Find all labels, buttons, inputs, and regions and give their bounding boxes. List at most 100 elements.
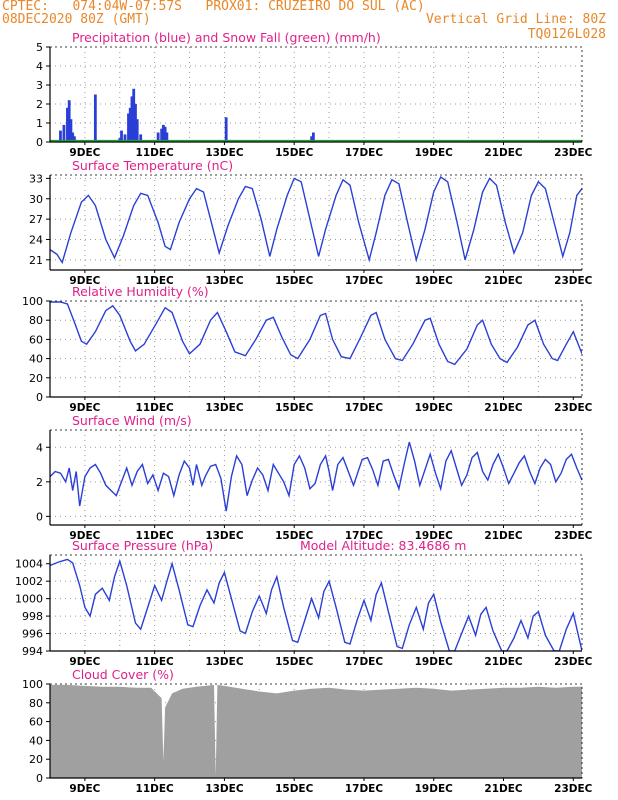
x-tick-label: 21DEC xyxy=(484,402,523,414)
x-tick-label: 19DEC xyxy=(415,147,454,159)
y-tick-label: 996 xyxy=(22,628,43,641)
y-tick-label: 2 xyxy=(36,98,43,111)
x-tick-label: 15DEC xyxy=(275,147,314,159)
precip-bar xyxy=(161,124,165,142)
x-tick-label: 11DEC xyxy=(136,783,175,795)
y-tick-label: 1 xyxy=(36,117,43,130)
station-line: CPTEC: 074:04W-07:57S PROX01: CRUZEIRO D… xyxy=(2,0,425,14)
precip-bar xyxy=(93,94,97,142)
y-tick-label: 3 xyxy=(36,79,43,92)
y-tick-label: 1004 xyxy=(15,558,43,571)
y-tick-label: 40 xyxy=(29,734,43,747)
y-tick-label: 21 xyxy=(29,254,43,267)
precip-bar xyxy=(165,132,169,142)
x-tick-label: 11DEC xyxy=(136,402,175,414)
precip-bar xyxy=(73,136,76,142)
x-tick-label: 21DEC xyxy=(484,147,523,159)
precip-bar xyxy=(156,132,160,142)
x-tick-label: 9DEC xyxy=(69,783,100,795)
y-tick-label: 27 xyxy=(29,213,43,226)
y-tick-label: 80 xyxy=(29,314,43,327)
x-tick-label: 11DEC xyxy=(136,530,175,542)
x-tick-label: 15DEC xyxy=(275,783,314,795)
y-tick-label: 1000 xyxy=(15,593,43,606)
y-tick-label: 0 xyxy=(36,136,43,149)
x-tick-label: 23DEC xyxy=(554,275,593,287)
y-tick-label: 20 xyxy=(29,753,43,766)
plot-frame xyxy=(49,429,583,526)
series-line xyxy=(50,558,582,651)
y-tick-label: 20 xyxy=(29,372,43,385)
y-tick-label: 994 xyxy=(22,645,43,658)
x-tick-label: 9DEC xyxy=(69,656,100,668)
plot-frame xyxy=(49,300,583,398)
y-tick-label: 100 xyxy=(22,678,43,691)
x-tick-label: 19DEC xyxy=(415,275,454,287)
series-line xyxy=(50,175,582,265)
x-tick-label: 13DEC xyxy=(205,147,244,159)
x-tick-label: 21DEC xyxy=(484,783,523,795)
y-tick-label: 60 xyxy=(29,716,43,729)
precip-bar xyxy=(311,132,315,142)
precip-bar xyxy=(62,124,66,142)
y-tick-label: 1002 xyxy=(15,575,43,588)
x-tick-label: 17DEC xyxy=(345,147,384,159)
precip-bar xyxy=(127,113,130,142)
x-tick-label: 15DEC xyxy=(275,275,314,287)
x-tick-label: 13DEC xyxy=(205,783,244,795)
x-tick-label: 11DEC xyxy=(136,656,175,668)
precip-bar xyxy=(163,126,167,142)
x-tick-label: 17DEC xyxy=(345,275,384,287)
precip-bar xyxy=(69,119,73,142)
x-tick-label: 11DEC xyxy=(136,275,175,287)
x-tick-label: 19DEC xyxy=(415,783,454,795)
precip-bar xyxy=(59,130,62,142)
x-tick-label: 15DEC xyxy=(275,402,314,414)
precip-bar xyxy=(123,134,127,142)
x-tick-label: 19DEC xyxy=(415,530,454,542)
x-tick-label: 13DEC xyxy=(205,656,244,668)
y-tick-label: 0 xyxy=(36,510,43,523)
y-tick-label: 60 xyxy=(29,333,43,346)
x-tick-label: 9DEC xyxy=(69,275,100,287)
panel-title: Surface Temperature (nC) xyxy=(72,158,233,173)
x-tick-label: 19DEC xyxy=(415,402,454,414)
x-tick-label: 23DEC xyxy=(554,147,593,159)
panel-title: Cloud Cover (%) xyxy=(72,667,174,682)
precip-bar xyxy=(139,134,143,142)
precip-bar xyxy=(66,107,69,142)
y-tick-label: 0 xyxy=(36,772,43,785)
y-tick-label: 24 xyxy=(29,233,43,246)
x-tick-label: 19DEC xyxy=(415,656,454,668)
precip-bar xyxy=(67,100,71,142)
plot-frame xyxy=(49,46,583,143)
x-tick-label: 17DEC xyxy=(345,783,384,795)
y-tick-label: 998 xyxy=(22,610,43,623)
precip-bar xyxy=(134,104,137,142)
x-tick-label: 23DEC xyxy=(554,402,593,414)
chart-header: CPTEC: 074:04W-07:57S PROX01: CRUZEIRO D… xyxy=(0,0,618,48)
series-line xyxy=(50,441,582,512)
precip-bar xyxy=(132,88,136,142)
precip-bar xyxy=(224,117,228,142)
x-tick-label: 21DEC xyxy=(484,530,523,542)
x-tick-label: 13DEC xyxy=(205,402,244,414)
y-tick-label: 0 xyxy=(36,391,43,404)
panel-title: Precipitation (blue) and Snow Fall (gree… xyxy=(72,30,381,45)
precip-bar xyxy=(128,107,132,142)
vertical-grid-note: Vertical Grid Line: 80Z xyxy=(425,12,606,27)
plot-frame xyxy=(49,174,583,271)
series-line xyxy=(50,301,582,366)
precip-bar xyxy=(310,136,314,142)
x-tick-label: 9DEC xyxy=(69,530,100,542)
cloud-cover-area xyxy=(50,684,582,778)
y-tick-label: 4 xyxy=(36,60,43,73)
panel-title: Surface Wind (m/s) xyxy=(72,413,192,428)
run-time: 08DEC2020 80Z (GMT) xyxy=(2,12,151,27)
panel-title: Surface Pressure (hPa) xyxy=(72,538,213,553)
x-tick-label: 17DEC xyxy=(345,656,384,668)
x-tick-label: 15DEC xyxy=(275,656,314,668)
y-tick-label: 40 xyxy=(29,353,43,366)
x-tick-label: 9DEC xyxy=(69,402,100,414)
